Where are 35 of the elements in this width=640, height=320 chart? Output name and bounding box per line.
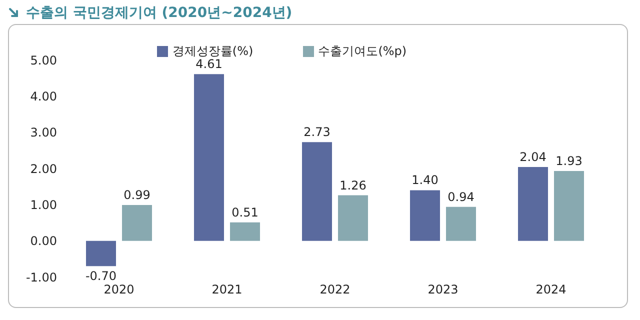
bar <box>194 74 224 241</box>
y-tick-label: 1.00 <box>30 198 57 212</box>
data-label: 0.51 <box>232 205 258 220</box>
x-tick-label: 2020 <box>104 282 134 297</box>
x-tick-label: 2023 <box>428 282 458 297</box>
bar <box>446 206 476 241</box>
x-tick-label: 2021 <box>212 282 242 297</box>
legend-label: 수출기여도(%p) <box>318 44 407 58</box>
data-label: 2.04 <box>520 150 546 164</box>
data-label: 1.26 <box>340 178 366 192</box>
data-label: 1.93 <box>556 154 582 168</box>
bar <box>338 195 368 241</box>
y-tick-label: 4.00 <box>30 89 57 104</box>
bar <box>302 142 332 241</box>
data-label: 2.73 <box>304 125 330 140</box>
data-label: -0.70 <box>85 269 117 284</box>
bar <box>86 240 116 266</box>
data-label: 0.94 <box>448 190 474 204</box>
bar <box>518 167 548 241</box>
y-tick-label: 2.00 <box>30 162 57 176</box>
y-tick-label: -1.00 <box>26 270 57 284</box>
bar <box>554 171 584 241</box>
bar <box>230 222 260 241</box>
data-label: 4.61 <box>196 57 222 72</box>
x-tick-label: 2024 <box>536 282 566 297</box>
chart-title: 수출의 국민경제기여 (2020년~2024년) <box>26 4 292 22</box>
y-tick-label: 5.00 <box>30 53 57 68</box>
data-label: 1.40 <box>412 173 438 188</box>
x-tick-label: 2022 <box>320 282 350 297</box>
y-tick-label: 3.00 <box>30 126 57 140</box>
data-label: 0.99 <box>124 188 150 202</box>
legend-label: 경제성장률(%) <box>172 44 254 58</box>
bar <box>122 205 152 241</box>
y-tick-label: 0.00 <box>30 234 57 248</box>
bar <box>410 190 440 241</box>
